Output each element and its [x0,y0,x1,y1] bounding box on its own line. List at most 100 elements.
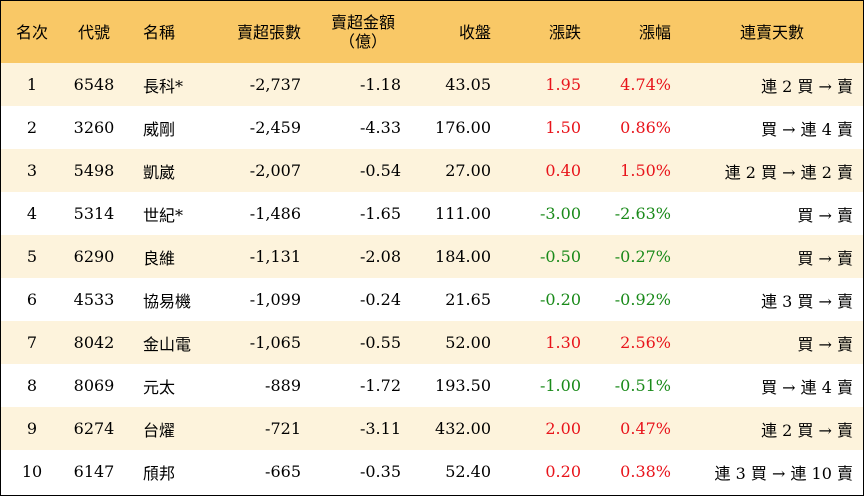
cell: -1,099 [249,290,301,309]
cell: 買 → 賣 [797,248,853,268]
cell: 威剛 [143,119,176,139]
table-row: 5 6290 良維 -1,131 -2.08 184.00 -0.50 -0.27% 買 → 賣 [1,235,863,278]
cell: -0.20 [539,290,581,309]
cell: -0.51% [614,376,671,395]
cell: 1.50 [545,118,581,137]
cell: 金山電 [143,334,192,354]
table-row: 3 5498 凱崴 -2,007 -0.54 27.00 0.40 1.50% 連 2 買 → … [1,149,863,192]
cell: -0.55 [359,333,401,352]
cell: 連 3 買 → 賣 [761,291,853,311]
cell: -721 [265,419,301,438]
cell: 193.50 [435,376,491,395]
cell: 52.40 [445,462,491,481]
cell: 5 [26,247,38,266]
header-cell: 漲幅 [638,22,671,42]
cell: 協易機 [143,291,192,311]
table-row: 8 8069 元太 -889 -1.72 193.50 -1.00 -0.51% 買 → 連 4… [1,364,863,407]
cell: 元太 [143,377,176,397]
cell: 連 2 買 → 賣 [761,420,853,440]
cell: 連 2 買 → 連 2 賣 [724,162,853,182]
cell: 1.30 [545,333,581,352]
header-cell: 代號 [77,22,110,42]
cell: -1.00 [539,376,581,395]
cell: 3260 [73,118,115,137]
cell: 4 [26,204,38,223]
cell: 3 [26,161,38,180]
cell: -1.65 [359,204,401,223]
cell: -889 [265,376,301,395]
cell: 6147 [73,462,115,481]
cell: 良維 [143,248,176,268]
cell: 台燿 [143,420,176,440]
cell: 0.47% [620,419,671,438]
cell: -1,486 [249,204,301,223]
cell: 5314 [73,204,115,223]
cell: 52.00 [445,333,491,352]
header-cell: 賣超張數 [236,22,301,42]
header-line: （億） [338,32,387,51]
cell: 買 → 賣 [797,205,853,225]
cell: -4.33 [359,118,401,137]
table-row: 6 4533 協易機 -1,099 -0.24 21.65 -0.20 -0.92% 連 3 買… [1,278,863,321]
table-row: 4 5314 世紀* -1,486 -1.65 111.00 -3.00 -2.63% 買 → … [1,192,863,235]
header-cell: 名稱 [143,22,176,42]
cell: 4533 [73,290,115,309]
cell: -0.35 [359,462,401,481]
cell: 2.56% [620,333,671,352]
cell: 432.00 [435,419,491,438]
cell: -1.72 [359,376,401,395]
cell: -1,131 [249,247,301,266]
cell: 世紀* [143,205,184,225]
cell: -2.63% [614,204,671,223]
cell: 6 [26,290,38,309]
cell: 4.74% [620,75,671,94]
cell: -3.00 [539,204,581,223]
cell: -0.50 [539,247,581,266]
cell: 凱崴 [143,162,176,182]
cell: 0.86% [620,118,671,137]
cell: -2,459 [249,118,301,137]
cell: 買 → 連 4 賣 [761,119,853,139]
cell: -665 [265,462,301,481]
cell: 43.05 [445,75,491,94]
cell: 27.00 [445,161,491,180]
cell: 8069 [73,376,115,395]
header-line: 賣超金額 [330,13,395,32]
cell: 1 [26,75,38,94]
cell: 1.95 [545,75,581,94]
header-cell: 連賣天數 [739,22,804,42]
cell: 頎邦 [143,463,176,483]
table-row: 2 3260 威剛 -2,459 -4.33 176.00 1.50 0.86% 買 → 連 4… [1,106,863,149]
cell: -2,007 [249,161,301,180]
table-row: 7 8042 金山電 -1,065 -0.55 52.00 1.30 2.56% 買 → 賣 [1,321,863,364]
cell: -0.27% [614,247,671,266]
cell: 買 → 連 4 賣 [761,377,853,397]
header-cell: 賣超金額 （億） [311,1,411,63]
cell: 8042 [73,333,115,352]
cell: 10 [21,462,43,481]
cell: 6274 [73,419,115,438]
cell: -0.92% [614,290,671,309]
cell: 111.00 [435,204,491,223]
cell: 176.00 [435,118,491,137]
cell: 0.40 [545,161,581,180]
cell: 6548 [73,75,115,94]
cell: 2.00 [545,419,581,438]
table-body: 1 6548 長科* -2,737 -1.18 43.05 1.95 4.74% 連 2 買 →… [1,63,863,493]
table-row: 1 6548 長科* -2,737 -1.18 43.05 1.95 4.74% 連 2 買 →… [1,63,863,106]
cell: -1.18 [359,75,401,94]
header-cell: 收盤 [458,22,491,42]
cell: 買 → 賣 [797,334,853,354]
cell: 184.00 [435,247,491,266]
cell: 0.20 [545,462,581,481]
cell: 連 3 買 → 連 10 賣 [714,463,853,483]
cell: 連 2 買 → 賣 [761,76,853,96]
header-cell: 漲跌 [548,22,581,42]
cell: 0.38% [620,462,671,481]
cell: 7 [26,333,38,352]
cell: -2.08 [359,247,401,266]
cell: 2 [26,118,38,137]
header-cell: 名次 [15,22,48,42]
